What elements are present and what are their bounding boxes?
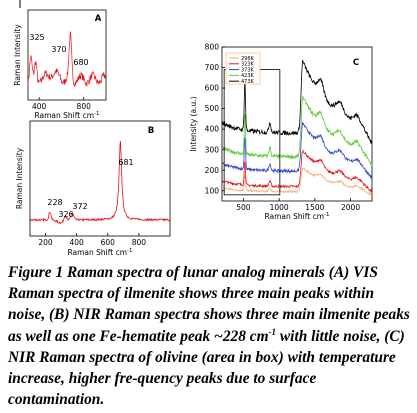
panel-c-series-line-323K: [221, 148, 373, 193]
panel-b-peak-label-372: 372: [72, 202, 87, 211]
panel-c-xtick-label: 2000: [341, 203, 360, 212]
caption-label: Figure 1: [8, 264, 64, 281]
panel-b-peak-label-681: 681: [118, 158, 133, 167]
panel-c-ytick-label: 700: [205, 63, 220, 72]
panel-b-letter: B: [148, 126, 154, 136]
figure-caption: Figure 1 Raman spectra of lunar analog m…: [8, 262, 410, 410]
panel-c-series-line-296K: [221, 167, 373, 197]
panel-c-ylabel: Intensity (a.u.): [189, 96, 198, 151]
panel-c-series-line-373K: [221, 122, 373, 180]
panel-b-xtick-label: 400: [70, 238, 85, 247]
panel-b-spectrum-line: [29, 141, 171, 225]
caption-superscript: -1: [268, 326, 277, 337]
panel-c-xtick-label: 1500: [305, 203, 324, 212]
panel-c-ytick-label: 100: [205, 186, 220, 195]
panel-b-xtick-label: 600: [101, 238, 116, 247]
panel-a-frame: [27, 9, 107, 101]
panel-c-ytick-label: 300: [205, 145, 220, 154]
panel-b-xtick-label: 800: [132, 238, 147, 247]
panel-c-xlabel: Raman Shift cm-1: [264, 212, 329, 221]
panel-c-ytick-label: 400: [205, 125, 220, 134]
panel-c-legend-label-296K: 296K: [241, 56, 255, 62]
panel-b-frame: [29, 120, 171, 237]
panel-a-peak-label-325: 325: [29, 33, 44, 42]
panel-c-series-line-473K: [221, 59, 373, 145]
panel-a-xtick-label: 400: [32, 102, 47, 111]
panel-a-peak-label-680: 680: [73, 58, 88, 67]
panel-a-xlabel: Raman Shift cm-1: [34, 111, 99, 120]
panel-c-letter: C: [353, 58, 359, 68]
panel-c-legend-label-373K: 373K: [241, 67, 255, 73]
panel-c-legend-label-423K: 423K: [241, 73, 255, 79]
panel-b-xtick-label: 200: [38, 238, 53, 247]
panel-b-peak-label-326: 326: [58, 210, 73, 219]
figure: 400 800 325 370 680 A Raman Intensity Raman Shi…: [13, 0, 373, 257]
panel-c-ytick-label: 200: [205, 166, 220, 175]
panel-b-xlabel: Raman Shift cm-1: [67, 248, 132, 257]
panel-c-legend-label-473K: 473K: [241, 79, 255, 85]
panel-b-ylabel: Raman Intensity: [15, 147, 24, 209]
panel-c-series-line-423K: [221, 95, 373, 166]
panel-c-ytick-label: 600: [205, 84, 220, 93]
caption-text: Raman spectra of lunar analog minerals (…: [8, 264, 410, 345]
panel-a-peak-label-370: 370: [51, 45, 66, 54]
panel-c-legend-label-323K: 323K: [241, 62, 255, 68]
panel-b-peak-label-228: 228: [47, 198, 62, 207]
panel-c-xtick-label: 500: [236, 203, 251, 212]
panel-a-xtick-label: 800: [77, 102, 92, 111]
caption-tail: with little noise, (C) NIR Raman spectra…: [8, 327, 405, 409]
panel-c-ytick-label: 500: [205, 104, 220, 113]
panel-a-ylabel: Raman Intensity: [13, 24, 22, 86]
panel-c-ytick-label: 800: [205, 43, 220, 52]
panel-c-olivine-box: [223, 69, 281, 196]
panel-a-letter: A: [95, 14, 102, 24]
panel-c-xtick-label: 1000: [270, 203, 289, 212]
panel-a-spectrum-line: [27, 31, 106, 87]
